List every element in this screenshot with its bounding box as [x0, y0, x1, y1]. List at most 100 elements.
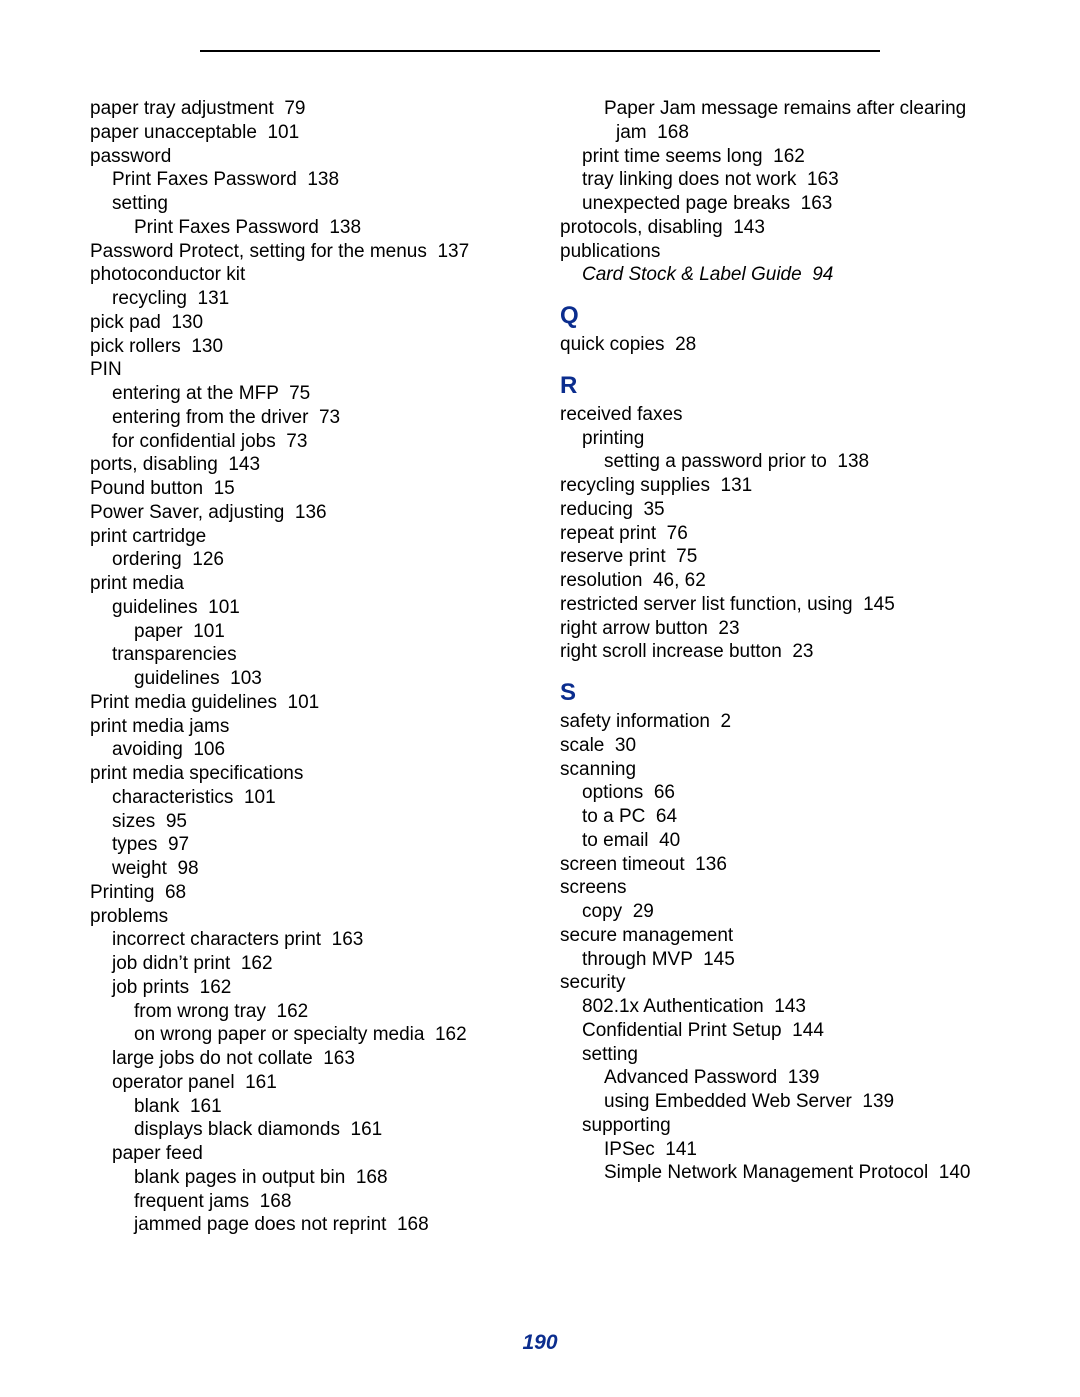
index-entry-text: reducing — [560, 499, 633, 520]
index-entry: paper unacceptable 101 — [90, 121, 520, 145]
index-entry: entering at the MFP 75 — [90, 382, 520, 406]
index-entry-text: for confidential jobs — [112, 431, 276, 452]
index-entry-text: Advanced Password — [604, 1067, 777, 1088]
index-entry-page: 145 — [693, 949, 735, 970]
index-entry-text: using Embedded Web Server — [604, 1091, 852, 1112]
index-entry-page: 137 — [427, 241, 469, 262]
index-entry: secure management — [560, 924, 990, 948]
index-entry: Print Faxes Password 138 — [90, 216, 520, 240]
index-entry-text: to a PC — [582, 806, 645, 827]
index-entry-text: right arrow button — [560, 618, 708, 639]
index-entry: security — [560, 971, 990, 995]
index-entry: blank pages in output bin 168 — [90, 1166, 520, 1190]
index-entry: reducing 35 — [560, 498, 990, 522]
index-entry-page: 138 — [319, 217, 361, 238]
index-entry-page: 97 — [157, 834, 189, 855]
index-entry: for confidential jobs 73 — [90, 430, 520, 454]
index-entry-text: PIN — [90, 359, 122, 380]
index-entry: jammed page does not reprint 168 — [90, 1213, 520, 1237]
index-entry-page: 143 — [764, 996, 806, 1017]
index-entry-page: 168 — [386, 1214, 428, 1235]
index-entry: paper tray adjustment 79 — [90, 97, 520, 121]
index-entry-text: types — [112, 834, 157, 855]
index-entry-page: 126 — [182, 549, 224, 570]
index-entry-page: 30 — [604, 735, 636, 756]
index-entry-page: 131 — [710, 475, 752, 496]
index-entry: resolution 46, 62 — [560, 569, 990, 593]
index-entry-text: copy — [582, 901, 622, 922]
index-entry: operator panel 161 — [90, 1071, 520, 1095]
index-entry-page: 161 — [235, 1072, 277, 1093]
index-entry-text: frequent jams — [134, 1191, 249, 1212]
index-entry: paper 101 — [90, 620, 520, 644]
index-entry: password — [90, 145, 520, 169]
index-entry-text: IPSec — [604, 1139, 655, 1160]
index-entry: recycling 131 — [90, 287, 520, 311]
index-entry-page: 138 — [297, 169, 339, 190]
index-entry: print media jams — [90, 715, 520, 739]
index-entry-text: paper tray adjustment — [90, 98, 274, 119]
index-entry-page: 79 — [274, 98, 306, 119]
index-entry-page: 161 — [179, 1096, 221, 1117]
index-entry: problems — [90, 905, 520, 929]
index-entry-text: entering from the driver — [112, 407, 308, 428]
index-entry: Print media guidelines 101 — [90, 691, 520, 715]
index-entry-page: 139 — [852, 1091, 894, 1112]
index-entry-text: resolution — [560, 570, 642, 591]
index-entry: safety information 2 — [560, 710, 990, 734]
index-entry: scanning — [560, 758, 990, 782]
index-entry-text: large jobs do not collate — [112, 1048, 313, 1069]
index-entry-page: 162 — [424, 1024, 466, 1045]
index-entry-text: through MVP — [582, 949, 693, 970]
index-entry-page: 161 — [340, 1119, 382, 1140]
index-entry-page: 130 — [161, 312, 203, 333]
index-entry-text: setting — [582, 1044, 638, 1065]
index-columns: paper tray adjustment 79paper unacceptab… — [90, 97, 990, 1257]
index-entry-text: Print Faxes Password — [134, 217, 319, 238]
index-entry: types 97 — [90, 833, 520, 857]
index-entry: PIN — [90, 358, 520, 382]
index-entry-text: paper feed — [112, 1143, 203, 1164]
index-entry: protocols, disabling 143 — [560, 216, 990, 240]
index-entry-text: job didn’t print — [112, 953, 230, 974]
index-entry: Pound button 15 — [90, 477, 520, 501]
index-entry: Print Faxes Password 138 — [90, 168, 520, 192]
index-entry: scale 30 — [560, 734, 990, 758]
index-entry-page: 23 — [708, 618, 740, 639]
index-entry-page: 2 — [710, 711, 731, 732]
index-entry-text: scale — [560, 735, 604, 756]
index-entry-text: Pound button — [90, 478, 203, 499]
index-entry-text: printing — [582, 428, 644, 449]
index-entry: Simple Network Management Protocol 140 — [560, 1161, 990, 1185]
index-entry: paper feed — [90, 1142, 520, 1166]
index-entry-text: security — [560, 972, 625, 993]
index-entry-text: from wrong tray — [134, 1001, 266, 1022]
index-entry-text: recycling — [112, 288, 187, 309]
index-entry: setting — [560, 1043, 990, 1067]
index-entry: using Embedded Web Server 139 — [560, 1090, 990, 1114]
index-entry-text: scanning — [560, 759, 636, 780]
index-entry-text: right scroll increase button — [560, 641, 782, 662]
index-entry: Password Protect, setting for the menus … — [90, 240, 520, 264]
index-entry: job prints 162 — [90, 976, 520, 1000]
index-entry-page: 15 — [203, 478, 235, 499]
index-entry-page: 138 — [827, 451, 869, 472]
index-entry-text: quick copies — [560, 334, 665, 355]
index-entry: characteristics 101 — [90, 786, 520, 810]
index-entry-text: jammed page does not reprint — [134, 1214, 386, 1235]
index-entry-text: blank pages in output bin — [134, 1167, 345, 1188]
index-entry-page: 163 — [790, 193, 832, 214]
index-entry: Card Stock & Label Guide 94 — [560, 263, 990, 287]
index-entry: unexpected page breaks 163 — [560, 192, 990, 216]
index-entry: reserve print 75 — [560, 545, 990, 569]
index-entry-text: print cartridge — [90, 526, 206, 547]
index-entry: weight 98 — [90, 857, 520, 881]
index-entry-page: 143 — [218, 454, 260, 475]
index-entry-text: screen timeout — [560, 854, 685, 875]
index-entry-text: guidelines — [112, 597, 198, 618]
index-entry-text: Card Stock & Label Guide — [582, 264, 802, 285]
index-entry: setting a password prior to 138 — [560, 450, 990, 474]
index-entry-text: screens — [560, 877, 627, 898]
index-entry: photoconductor kit — [90, 263, 520, 287]
index-entry: print media specifications — [90, 762, 520, 786]
